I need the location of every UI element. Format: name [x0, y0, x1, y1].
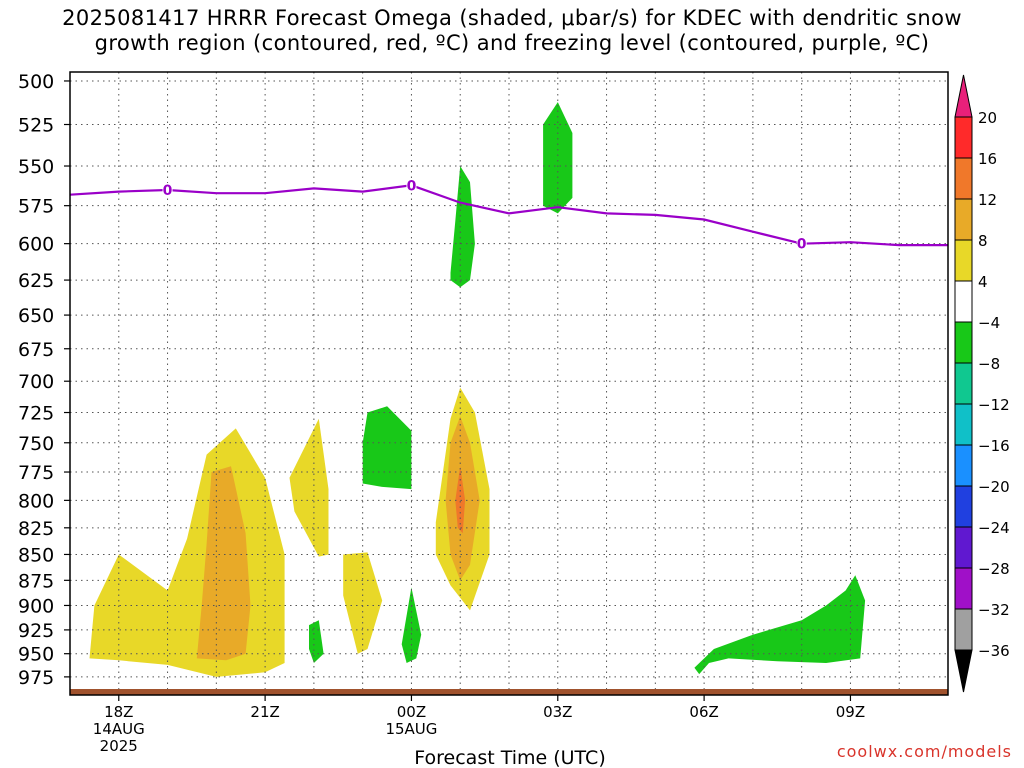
- y-tick-label-975: 975: [18, 667, 54, 689]
- x-tick-label-12-0: 06Z: [689, 703, 718, 721]
- omega-region-2: [289, 418, 329, 557]
- y-tick-label-675: 675: [18, 339, 54, 361]
- y-tick-label-950: 950: [18, 644, 54, 666]
- freezing-label-bg-1: [406, 178, 417, 193]
- omega-region-5: [362, 406, 412, 490]
- y-tick-label-850: 850: [18, 544, 54, 566]
- x-tick-label-6-0: 00Z: [397, 703, 426, 721]
- chart-title-line-1: 2025081417 HRRR Forecast Omega (shaded, …: [62, 6, 962, 30]
- omega-shading: [89, 102, 866, 677]
- y-tick-label-775: 775: [18, 462, 54, 484]
- colorbar: 20 16 12 8 4 −4 −8 −12 −16 −20 −24 −28 −32 −36: [954, 74, 1010, 693]
- ground-surface: [70, 689, 948, 695]
- colorbar-segment-11: [954, 567, 973, 610]
- colorbar-segment-8: [954, 444, 973, 487]
- freezing-level-contour: 0 0 0: [69, 178, 948, 253]
- y-tick-label-525: 525: [18, 115, 54, 137]
- freezing-level-label-2: 0: [797, 237, 807, 253]
- y-tick-label-550: 550: [18, 156, 54, 178]
- x-axis-label: Forecast Time (UTC): [414, 747, 605, 768]
- colorbar-bottom-arrow: [954, 649, 973, 693]
- omega-region-4: [309, 620, 324, 663]
- y-tick-label-925: 925: [18, 620, 54, 642]
- y-tick-label-800: 800: [18, 490, 54, 512]
- y-tick-label-725: 725: [18, 403, 54, 425]
- colorbar-segment-12: [954, 608, 973, 651]
- x-tick-label-3-0: 21Z: [250, 703, 279, 721]
- colorbar-segment-10: [954, 526, 973, 569]
- x-tick-label-15-0: 09Z: [836, 703, 865, 721]
- colorbar-segment-7: [954, 403, 973, 446]
- omega-region-10: [450, 166, 475, 288]
- colorbar-label-9: −20: [978, 478, 1010, 496]
- colorbar-top-arrow: [954, 74, 973, 118]
- y-tick-label-825: 825: [18, 518, 54, 540]
- colorbar-segment-3: [954, 239, 973, 282]
- freezing-label-bg-2: [796, 236, 807, 251]
- colorbar-label-8: −16: [978, 437, 1010, 455]
- freezing-label-bg-0: [162, 183, 173, 198]
- colorbar-label-13: −36: [978, 642, 1010, 660]
- site-credit: coolwx.com/models: [836, 742, 1012, 761]
- y-tick-label-875: 875: [18, 570, 54, 592]
- colorbar-label-12: −32: [978, 601, 1010, 619]
- colorbar-segment-5: [954, 321, 973, 364]
- colorbar-segment-4: [954, 280, 973, 323]
- colorbar-label-1: 16: [978, 150, 997, 168]
- colorbar-segment-9: [954, 485, 973, 528]
- omega-region-1: [196, 466, 251, 661]
- omega-region-12: [694, 575, 866, 675]
- colorbar-label-4: 4: [978, 273, 988, 291]
- chart-title: 2025081417 HRRR Forecast Omega (shaded, …: [0, 6, 1024, 56]
- colorbar-segment-6: [954, 362, 973, 405]
- omega-region-9: [455, 466, 466, 534]
- colorbar-label-3: 8: [978, 232, 988, 250]
- y-tick-label-600: 600: [18, 234, 54, 256]
- freezing-level-label-1: 0: [407, 178, 417, 194]
- omega-region-11: [543, 102, 573, 214]
- colorbar-label-11: −28: [978, 560, 1010, 578]
- colorbar-segment-0: [954, 116, 973, 159]
- freezing-level-label-0: 0: [163, 183, 173, 199]
- x-tick-label-9-0: 03Z: [543, 703, 572, 721]
- chart-title-line-2: growth region (contoured, red, ºC) and f…: [94, 31, 930, 55]
- y-tick-label-500: 500: [18, 71, 54, 93]
- colorbar-segment-1: [954, 157, 973, 200]
- y-axis: 500 525 550 575 600 625 650 675 700 725 750 775 800 8…: [18, 71, 70, 689]
- y-tick-label-900: 900: [18, 595, 54, 617]
- y-tick-label-625: 625: [18, 270, 54, 292]
- colorbar-label-5: −4: [978, 314, 1000, 332]
- omega-region-3: [343, 552, 383, 654]
- colorbar-segment-2: [954, 198, 973, 241]
- plot-frame: [69, 71, 949, 696]
- x-tick-label-6-1: 15AUG: [385, 720, 437, 738]
- x-tick-label-0-0: 18Z: [104, 703, 133, 721]
- colorbar-label-10: −24: [978, 519, 1010, 537]
- colorbar-label-0: 20: [978, 109, 997, 127]
- y-tick-label-700: 700: [18, 371, 54, 393]
- x-tick-label-0-1: 14AUG: [93, 720, 145, 738]
- omega-region-6: [401, 587, 422, 663]
- colorbar-label-2: 12: [978, 191, 997, 209]
- colorbar-label-7: −12: [978, 396, 1010, 414]
- colorbar-label-6: −8: [978, 355, 1000, 373]
- y-tick-label-650: 650: [18, 305, 54, 327]
- x-tick-label-0-2: 2025: [100, 737, 138, 755]
- y-tick-label-750: 750: [18, 433, 54, 455]
- y-tick-label-575: 575: [18, 196, 54, 218]
